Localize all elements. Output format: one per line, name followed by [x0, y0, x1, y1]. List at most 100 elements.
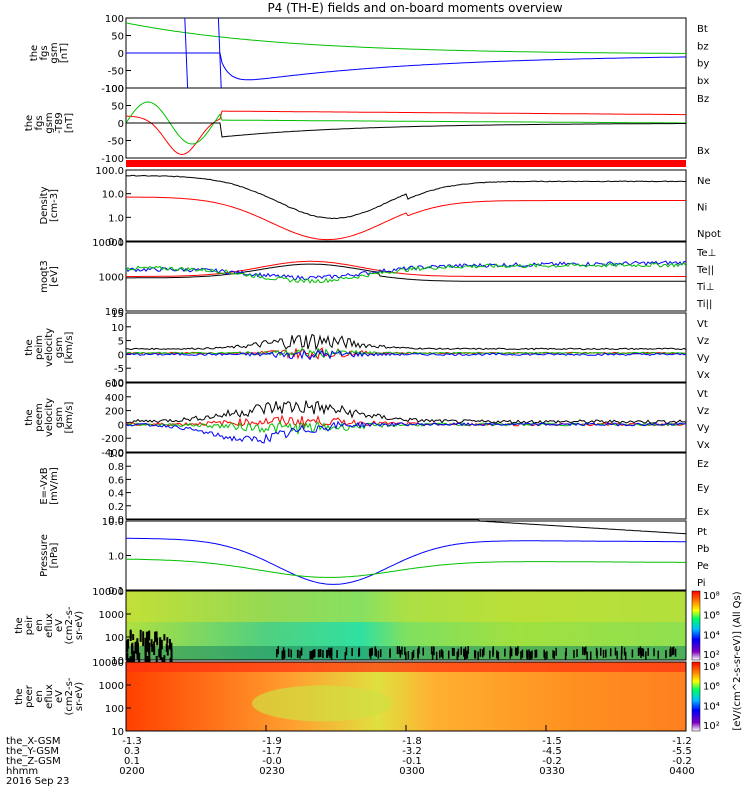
spectro-dropout [631, 649, 634, 658]
xaxis-value: -1.8 [402, 736, 422, 747]
ylabel-line: eV [54, 619, 65, 632]
te-par-line [126, 263, 686, 282]
spectro-dropout [166, 637, 169, 644]
spectro-dropout [330, 651, 333, 660]
spectro-dropout [564, 651, 567, 660]
xaxis-row-label: the_Y-GSM [6, 746, 59, 757]
ytick-label: 5 [118, 337, 124, 348]
ytick-label: 0 [118, 420, 124, 431]
ne-line [125, 196, 686, 241]
ylabel-p7: E=-VxB[mV/m] [39, 467, 60, 505]
panel-p2: thefgsgsm-T89[nT] 100 50 0 -50 -100 Bz Bx [24, 84, 710, 165]
spectro-dropout [319, 649, 322, 658]
ylabel-line: velocity [44, 398, 55, 437]
xaxis-row-label: the_Z-GSM [6, 756, 61, 767]
spectro-dropout [153, 641, 156, 656]
ytick-label: 10.0 [102, 517, 124, 528]
legend-pb: Pb [697, 544, 709, 555]
spectro-dropout [276, 649, 278, 658]
panel-p3: Density[cm-3] 100.0 10.0 1.0 0.1 Ne Ni Npot [39, 166, 721, 248]
spectro-dropout [535, 649, 538, 658]
ylabel-line: moqt3 [39, 260, 50, 293]
spectro-dropout [433, 647, 435, 656]
xaxis-value: 0200 [119, 766, 144, 777]
spectro-dropout [148, 642, 151, 657]
spectro-dropout [345, 647, 348, 656]
spectro-dropout [401, 646, 403, 655]
ytick-label: 1000 [99, 610, 124, 621]
spectro-dropout [328, 647, 330, 656]
spectro-dropout [163, 655, 166, 663]
spectro-dropout [464, 646, 467, 655]
spectro-dropout [369, 650, 372, 659]
spectro-dropout [431, 651, 434, 660]
spectro-dropout [442, 650, 444, 659]
spectro-dropout [147, 630, 150, 641]
legend-pe: Pe [697, 561, 709, 572]
legend-vz: Vz [697, 336, 709, 347]
frame-p8 [125, 520, 687, 591]
ylabel-line: (cm2-s- [64, 677, 75, 715]
ytick-label: -200 [101, 434, 124, 445]
colorbar-tick: 10⁸ [703, 662, 720, 673]
ytick-label: 1000 [99, 681, 124, 692]
spectro-dropout [477, 651, 479, 660]
panel-p4: moqt3[eV] 10000 1000 100 Te⊥ Te|| Ti⊥ Ti|| [39, 238, 716, 318]
spectro-dropout [463, 648, 465, 657]
ytick-label: 100 [105, 84, 124, 95]
colorbar-tick: 10² [703, 721, 720, 732]
spectro-dropout [447, 650, 450, 659]
spectro-dropout [158, 648, 161, 658]
spectro-dropout [614, 647, 617, 656]
ylabel-line: E=-VxB [39, 467, 50, 504]
spectro-dropout [616, 650, 618, 659]
ylabel-line: (cm2-s- [64, 606, 75, 644]
bx-line [126, 52, 686, 81]
spectro-dropout [534, 649, 536, 658]
xaxis-value: 0330 [539, 766, 564, 777]
spectro-dropout [555, 647, 557, 656]
spectro-dropout [605, 649, 607, 658]
spectro-dropout [368, 648, 371, 657]
legend-vy: Vy [697, 353, 710, 364]
xaxis-row-label: the_X-GSM [6, 736, 60, 747]
xaxis-value: -3.2 [402, 746, 422, 757]
ylabel-line: the [29, 45, 40, 61]
spectro-dropout [517, 646, 519, 655]
spectro-dropout [322, 650, 324, 659]
ti-par-line [125, 262, 687, 284]
frame-p3 [125, 169, 687, 242]
spectro-dropout [510, 648, 513, 657]
ytick-label: 100.0 [95, 166, 124, 177]
ytick-label: 0.0 [108, 515, 124, 526]
spectro-dropout [132, 634, 135, 641]
ytick-label: -400 [101, 448, 124, 459]
spectro-dropout [290, 649, 292, 658]
colorbar-tick: 10⁸ [703, 591, 720, 602]
panel-p6: thepeemvelocitygsm[km/s] 600 400 200 0 -200 -4… [24, 379, 710, 459]
spectro-dropout [647, 647, 649, 656]
spectro-dropout [159, 639, 162, 655]
ytick-label: 0.2 [108, 502, 124, 513]
ytick-label: 10000 [92, 587, 124, 598]
colorbar-p9 [691, 590, 701, 661]
spectro-dropout [624, 651, 627, 660]
spectro-dropout [377, 650, 380, 659]
spectro-dropout [479, 648, 482, 657]
legend-vt: Vt [697, 389, 708, 400]
ytick-label: 100 [105, 14, 124, 25]
spectro-dropout [126, 652, 129, 663]
ytick-label: 50 [111, 32, 124, 43]
spectro-dropout [151, 644, 154, 652]
colorbar-p10 [691, 661, 701, 732]
legend-te⊥: Te⊥ [696, 248, 716, 259]
spectro-dropout [132, 650, 135, 664]
spectro-dropout [530, 651, 532, 660]
spectro-dropout [526, 651, 529, 660]
spectro-dropout [136, 638, 139, 653]
xaxis-value: 0230 [259, 766, 284, 777]
legend-pi: Pi [697, 578, 706, 589]
spectro-dropout [520, 651, 522, 660]
ytick-label: 0.4 [108, 489, 124, 500]
spectro-dropout [582, 646, 584, 655]
